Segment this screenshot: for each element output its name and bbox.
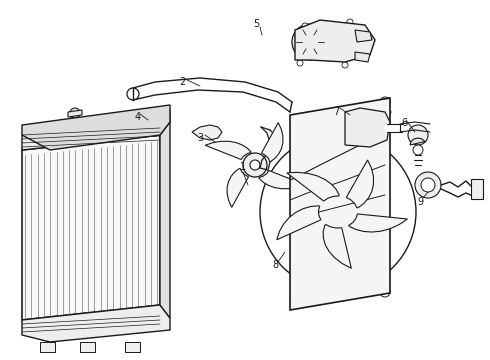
Circle shape (413, 145, 423, 155)
Circle shape (318, 192, 358, 232)
Polygon shape (160, 122, 170, 318)
Circle shape (290, 115, 300, 125)
Polygon shape (355, 30, 372, 42)
Text: 6: 6 (401, 118, 407, 128)
Circle shape (250, 160, 260, 170)
Polygon shape (22, 305, 170, 342)
Polygon shape (355, 52, 370, 62)
Polygon shape (471, 179, 483, 199)
Circle shape (408, 125, 428, 145)
Circle shape (349, 122, 361, 134)
Polygon shape (349, 214, 408, 232)
Text: 1: 1 (240, 162, 246, 172)
Circle shape (67, 117, 83, 133)
Text: 2: 2 (179, 77, 185, 87)
Text: 4: 4 (135, 112, 141, 122)
Circle shape (70, 108, 80, 118)
Polygon shape (22, 135, 160, 320)
Polygon shape (125, 342, 140, 352)
Circle shape (380, 97, 390, 107)
Circle shape (343, 116, 367, 140)
Circle shape (306, 38, 314, 46)
Polygon shape (277, 206, 321, 240)
Circle shape (297, 60, 303, 66)
Polygon shape (346, 160, 373, 208)
Circle shape (302, 23, 308, 29)
Polygon shape (22, 105, 170, 150)
Polygon shape (227, 168, 248, 207)
Circle shape (330, 204, 346, 220)
Circle shape (385, 109, 391, 115)
Polygon shape (192, 125, 222, 140)
Polygon shape (68, 110, 82, 117)
Circle shape (300, 32, 320, 52)
Text: 3: 3 (197, 133, 203, 143)
Circle shape (367, 41, 373, 47)
Polygon shape (345, 108, 390, 147)
Circle shape (415, 172, 441, 198)
Circle shape (421, 178, 435, 192)
Polygon shape (80, 342, 95, 352)
Polygon shape (290, 98, 390, 310)
Circle shape (71, 121, 79, 129)
Circle shape (205, 127, 215, 137)
Text: 5: 5 (253, 19, 259, 29)
Text: 7: 7 (333, 107, 339, 117)
Circle shape (380, 287, 390, 297)
Circle shape (243, 153, 267, 177)
Polygon shape (287, 172, 339, 201)
Circle shape (347, 145, 353, 151)
Text: 8: 8 (272, 260, 278, 270)
Circle shape (347, 19, 353, 25)
Polygon shape (410, 138, 425, 145)
Circle shape (379, 147, 385, 153)
Polygon shape (323, 225, 351, 268)
Circle shape (342, 62, 348, 68)
Polygon shape (40, 342, 55, 352)
Polygon shape (259, 171, 305, 189)
Text: 9: 9 (417, 197, 423, 207)
Circle shape (127, 88, 139, 100)
Polygon shape (262, 123, 283, 162)
Circle shape (292, 24, 328, 60)
Polygon shape (205, 141, 251, 159)
Circle shape (151, 318, 159, 326)
Polygon shape (22, 110, 170, 150)
Circle shape (290, 295, 300, 305)
Polygon shape (295, 20, 375, 62)
